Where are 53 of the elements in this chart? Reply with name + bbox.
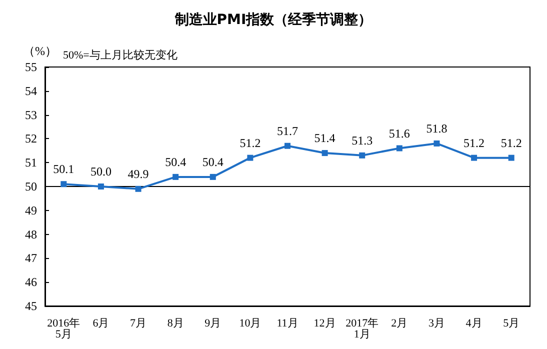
point [284,142,290,149]
data-label: 51.3 [352,133,373,148]
x-tick-label: 12月 [314,318,336,330]
point [434,140,440,146]
data-label: 51.8 [426,121,448,136]
point [322,150,328,156]
y-tick-label: 45 [25,299,37,313]
y-tick-label: 54 [25,84,37,98]
data-label: 51.7 [277,124,298,138]
y-tick-label: 49 [25,203,37,218]
data-label: 51.4 [314,131,336,146]
x-tick-label: 5月 [503,318,520,330]
y-tick-label: 47 [25,251,37,266]
point [98,184,104,190]
x-tick-label: 4月 [466,318,482,330]
y-tick-label: 55 [25,60,37,74]
data-label: 51.2 [500,136,522,150]
y-tick-label: 52 [25,132,37,146]
chart-title: 制造业PMI指数（经季节调整） [174,11,372,28]
x-tick-label: 2017年 1月 [346,318,379,340]
x-tick-label: 7月 [130,318,147,330]
data-label: 51.6 [388,126,410,140]
point [359,152,366,158]
point [210,174,216,180]
text: 50%=与上月比较无变化 [63,48,178,62]
point [172,174,179,180]
y-tick-label: 51 [25,156,37,170]
y-tick-label: 48 [25,227,37,242]
x-tick-label: 10月 [239,318,262,330]
data-label: 49.9 [128,166,149,181]
y-tick-label: 46 [25,275,37,290]
data-label: 50.0 [90,164,112,178]
x-tick-label: 11月 [276,318,298,330]
point [60,181,67,188]
point [471,154,478,161]
data-label: 51.2 [240,136,261,150]
point [247,154,254,161]
y-tick-label: 50 [25,180,37,194]
point [135,186,142,192]
data-label: 50.1 [53,162,74,176]
point [396,145,402,152]
x-tick-label: 3月 [428,318,445,330]
point [508,154,514,161]
data-label: 50.4 [202,154,224,169]
y-tick-label: 53 [25,108,37,122]
x-tick-label: 6月 [92,318,110,330]
x-tick-label: 9月 [204,318,222,330]
data-label: 51.2 [464,136,485,150]
x-tick-label: 2016年 5月 [47,318,80,340]
y-axis-title: （%） [23,44,57,58]
x-tick-label: 8月 [167,318,184,330]
x-tick-label: 2月 [391,318,408,330]
data-label: 50.4 [165,154,186,169]
